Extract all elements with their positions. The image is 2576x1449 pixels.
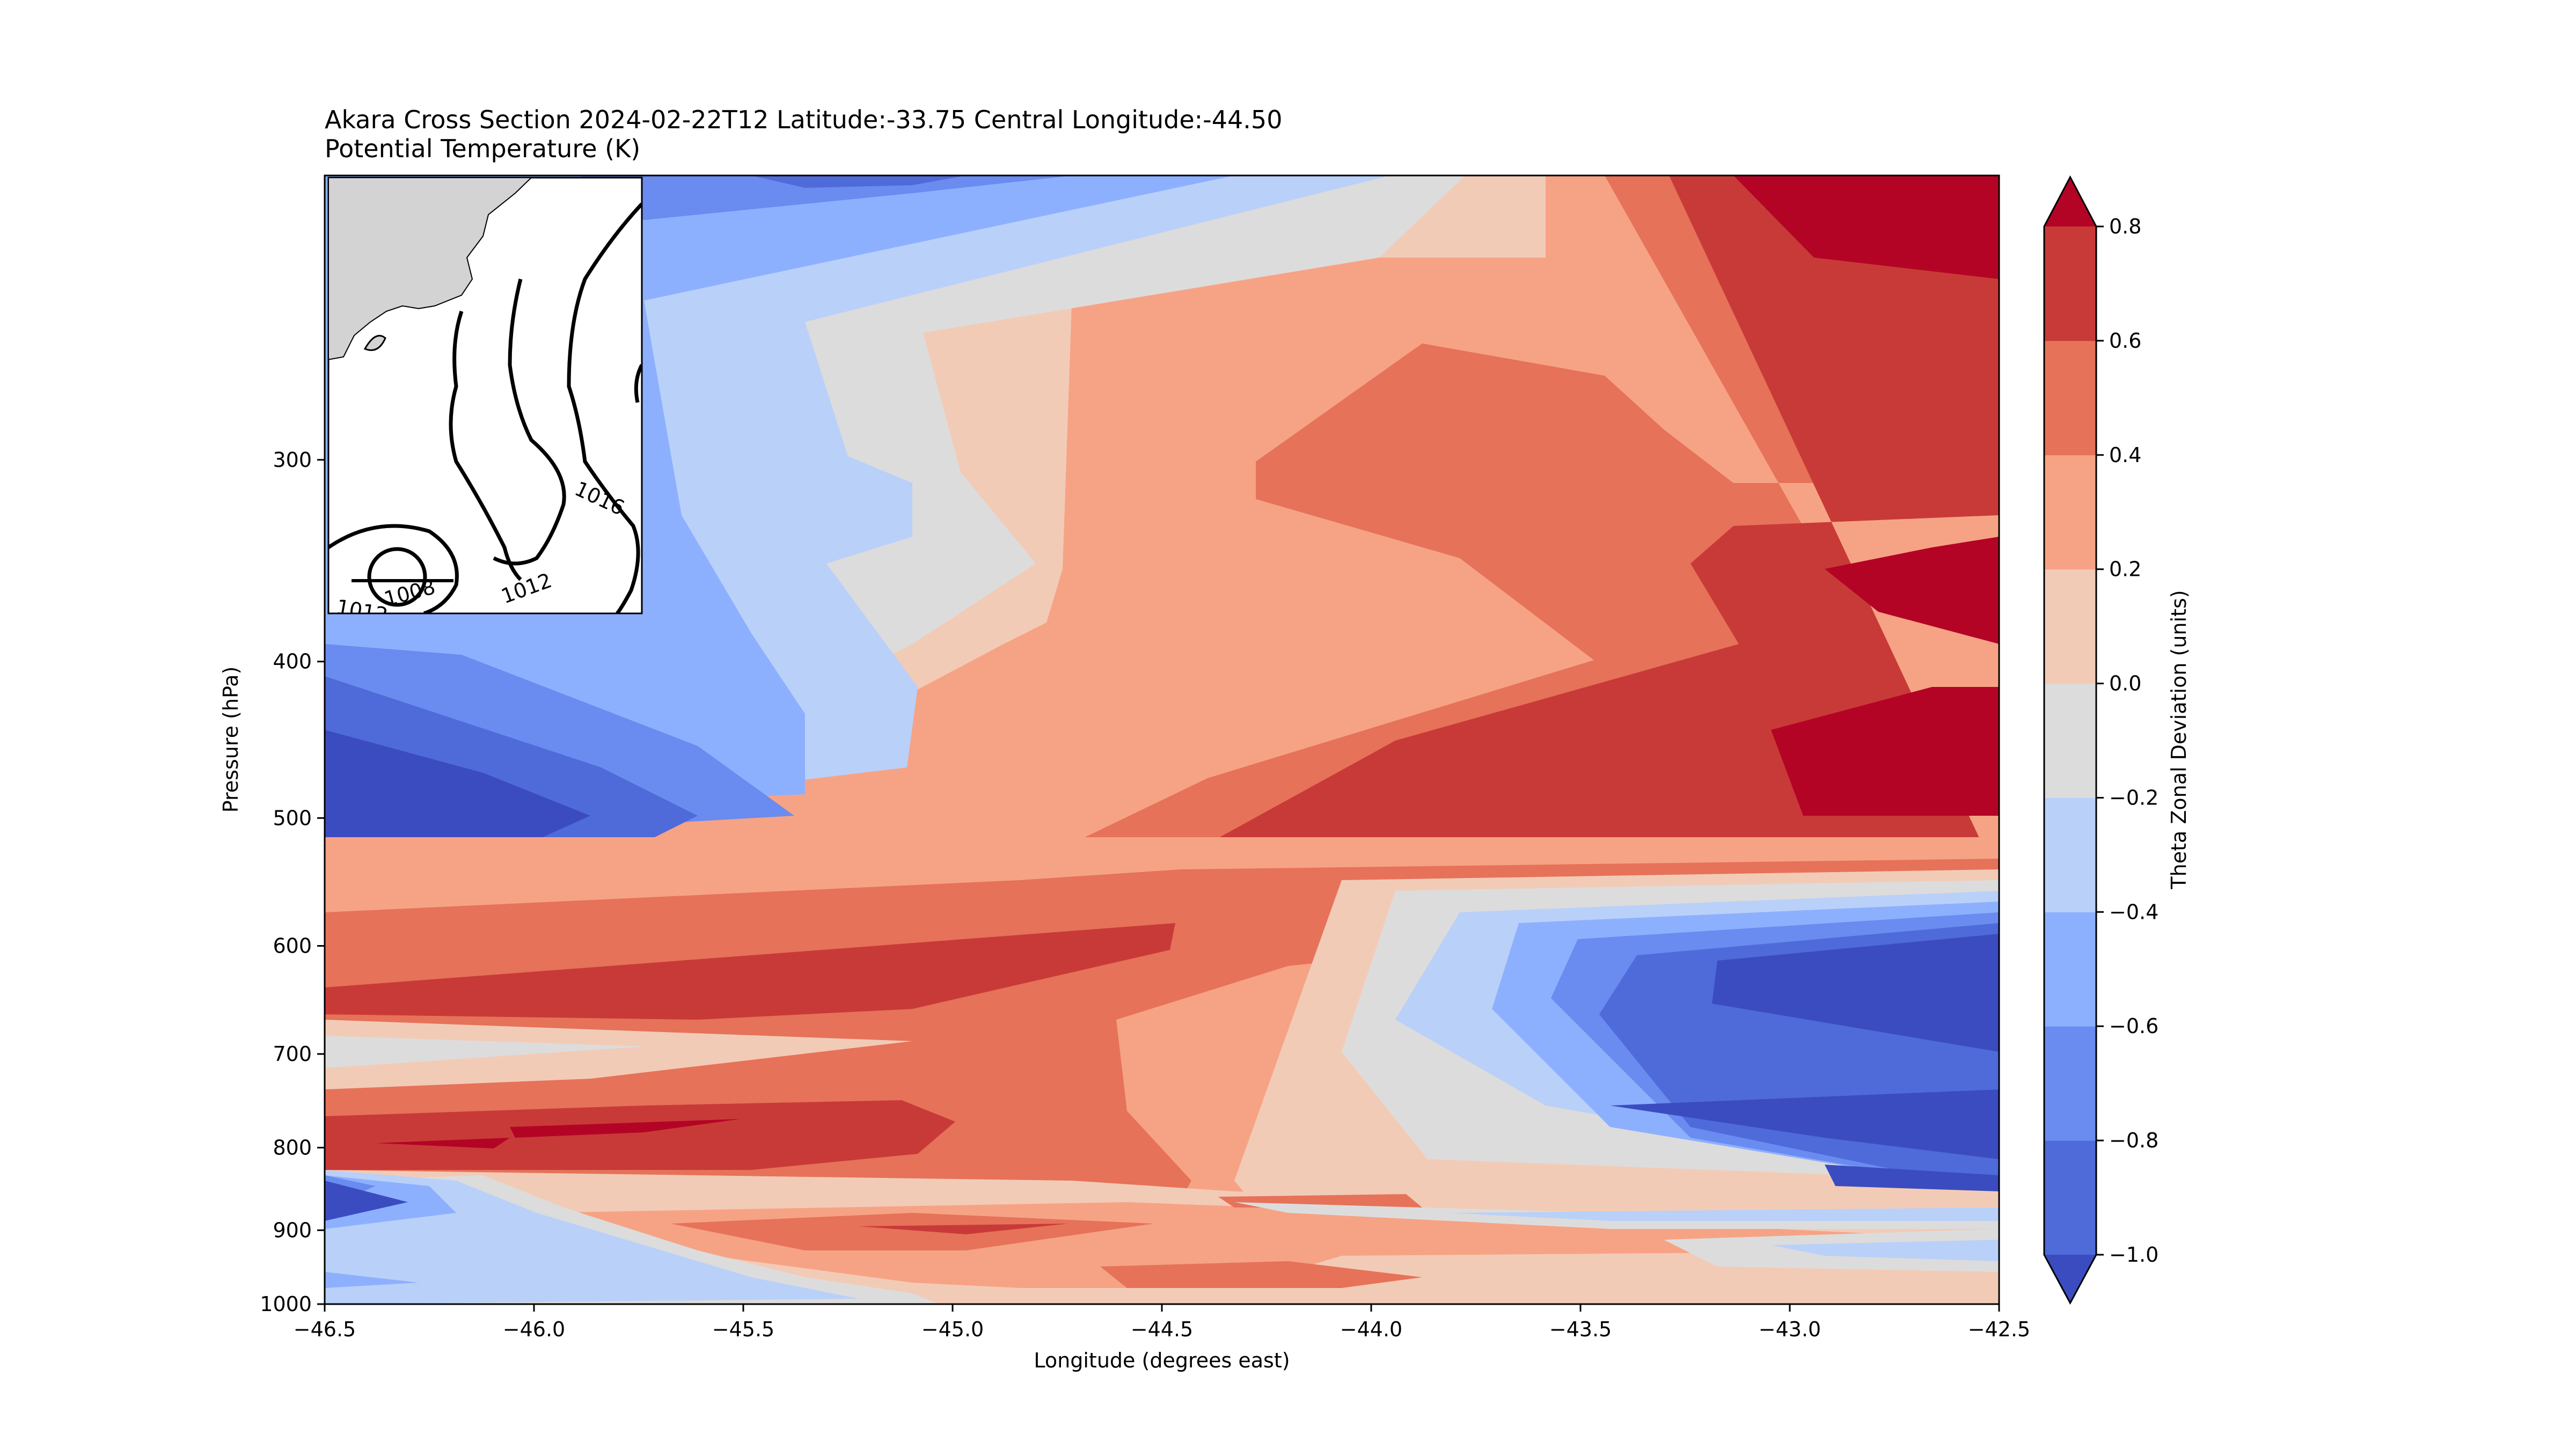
x-tick-label: −42.5 [1968, 1318, 2030, 1341]
contour-band [1733, 175, 1999, 279]
x-tick-label: −45.5 [712, 1318, 774, 1341]
isobar-low-ring [367, 547, 427, 607]
x-axis-label: Longitude (degrees east) [1034, 1349, 1290, 1372]
y-tick-label: 600 [273, 934, 312, 958]
chart-subtitle: Potential Temperature (K) [325, 134, 641, 163]
contour-band [751, 175, 966, 188]
contour-plot [325, 175, 1999, 1304]
contour-band [325, 1170, 859, 1304]
y-axis: 300 400 500 600 700 800 900 1000 [260, 448, 325, 1316]
colorbar-tick-label: 0.6 [2109, 329, 2141, 353]
x-tick-label: −46.0 [503, 1318, 565, 1341]
colorbar-tick-label: −0.8 [2109, 1129, 2158, 1152]
contour-band [325, 923, 1175, 1020]
colorbar-tick-label: −0.4 [2109, 900, 2158, 924]
contour-band [859, 1224, 1068, 1234]
contour-band [580, 175, 1073, 220]
contour-band [1771, 1240, 1999, 1261]
contour-band [325, 1020, 912, 1089]
colorbar-segment [2044, 797, 2096, 912]
colorbar-tick-label: 0.2 [2109, 558, 2141, 581]
isobar-line [567, 202, 642, 613]
contour-band [325, 1181, 408, 1221]
x-tick-label: −44.0 [1340, 1318, 1402, 1341]
colorbar-tick-label: 0.8 [2109, 215, 2141, 238]
x-tick-label: −43.0 [1759, 1318, 1821, 1341]
contour-band [1825, 1165, 1999, 1191]
colorbar-segment [2044, 569, 2096, 684]
y-tick-label: 900 [273, 1218, 312, 1242]
colorbar-segment [2044, 340, 2096, 456]
x-tick-label: −44.5 [1131, 1318, 1193, 1341]
isobar-line [493, 279, 566, 566]
contour-band [325, 1100, 955, 1170]
x-tick-label: −45.0 [921, 1318, 984, 1341]
colorbar-tick-label: 0.0 [2109, 672, 2141, 696]
colorbar-extend-low [2044, 1255, 2096, 1303]
contour-band [1825, 537, 1999, 644]
isobar-line [328, 524, 459, 613]
colorbar-segment [2044, 455, 2096, 570]
contour-band [1712, 934, 1999, 1052]
inset-landmass [328, 178, 532, 361]
colorbar: −1.0 −0.8 −0.6 −0.4 −0.2 0.0 0.2 0.4 0.6 0.8 [2043, 175, 2158, 1305]
contour-band [510, 1119, 741, 1138]
colorbar-tick-label: −0.6 [2109, 1014, 2158, 1038]
contour-band [325, 1272, 419, 1288]
colorbar-segment [2044, 683, 2096, 798]
contour-band [325, 1036, 644, 1068]
colorbar-segment [2044, 1026, 2096, 1141]
colorbar-segment [2044, 912, 2096, 1027]
x-tick-label: −43.5 [1549, 1318, 1612, 1341]
colorbar-tick-label: −1.0 [2109, 1243, 2158, 1267]
inset-island [363, 335, 386, 351]
colorbar-segment [2044, 1140, 2096, 1255]
contour-band [1449, 1208, 1999, 1221]
y-axis-label: Pressure (hPa) [219, 667, 243, 813]
contour-band [1771, 687, 1999, 816]
inset-map: 1016 1012 1008 1012 [327, 177, 643, 614]
y-tick-label: 400 [273, 650, 312, 674]
y-tick-label: 800 [273, 1136, 312, 1159]
isobar-line [634, 364, 642, 403]
colorbar-tick-label: −0.2 [2109, 786, 2158, 809]
x-tick-label: −46.5 [294, 1318, 356, 1341]
colorbar-extend-high [2044, 177, 2096, 226]
x-axis: −46.5 −46.0 −45.5 −45.0 −44.5 −44.0 −43.5 −43.0… [294, 1304, 2030, 1341]
y-tick-label: 300 [273, 448, 312, 472]
colorbar-label: Theta Zonal Deviation (units) [2167, 590, 2191, 889]
y-tick-label: 500 [273, 806, 312, 830]
chart-title: Akara Cross Section 2024-02-22T12 Latitu… [325, 105, 1283, 134]
contour-band [1610, 1089, 1999, 1159]
colorbar-segment [2044, 226, 2096, 341]
contour-band [376, 1138, 510, 1148]
y-tick-label: 700 [273, 1042, 312, 1066]
inset-isobars [328, 202, 642, 613]
colorbar-tick-label: 0.4 [2109, 443, 2141, 467]
contour-band [1100, 1261, 1422, 1288]
y-tick-label: 1000 [260, 1292, 312, 1316]
contour-band [671, 1213, 1154, 1250]
isobar-line [449, 310, 522, 581]
